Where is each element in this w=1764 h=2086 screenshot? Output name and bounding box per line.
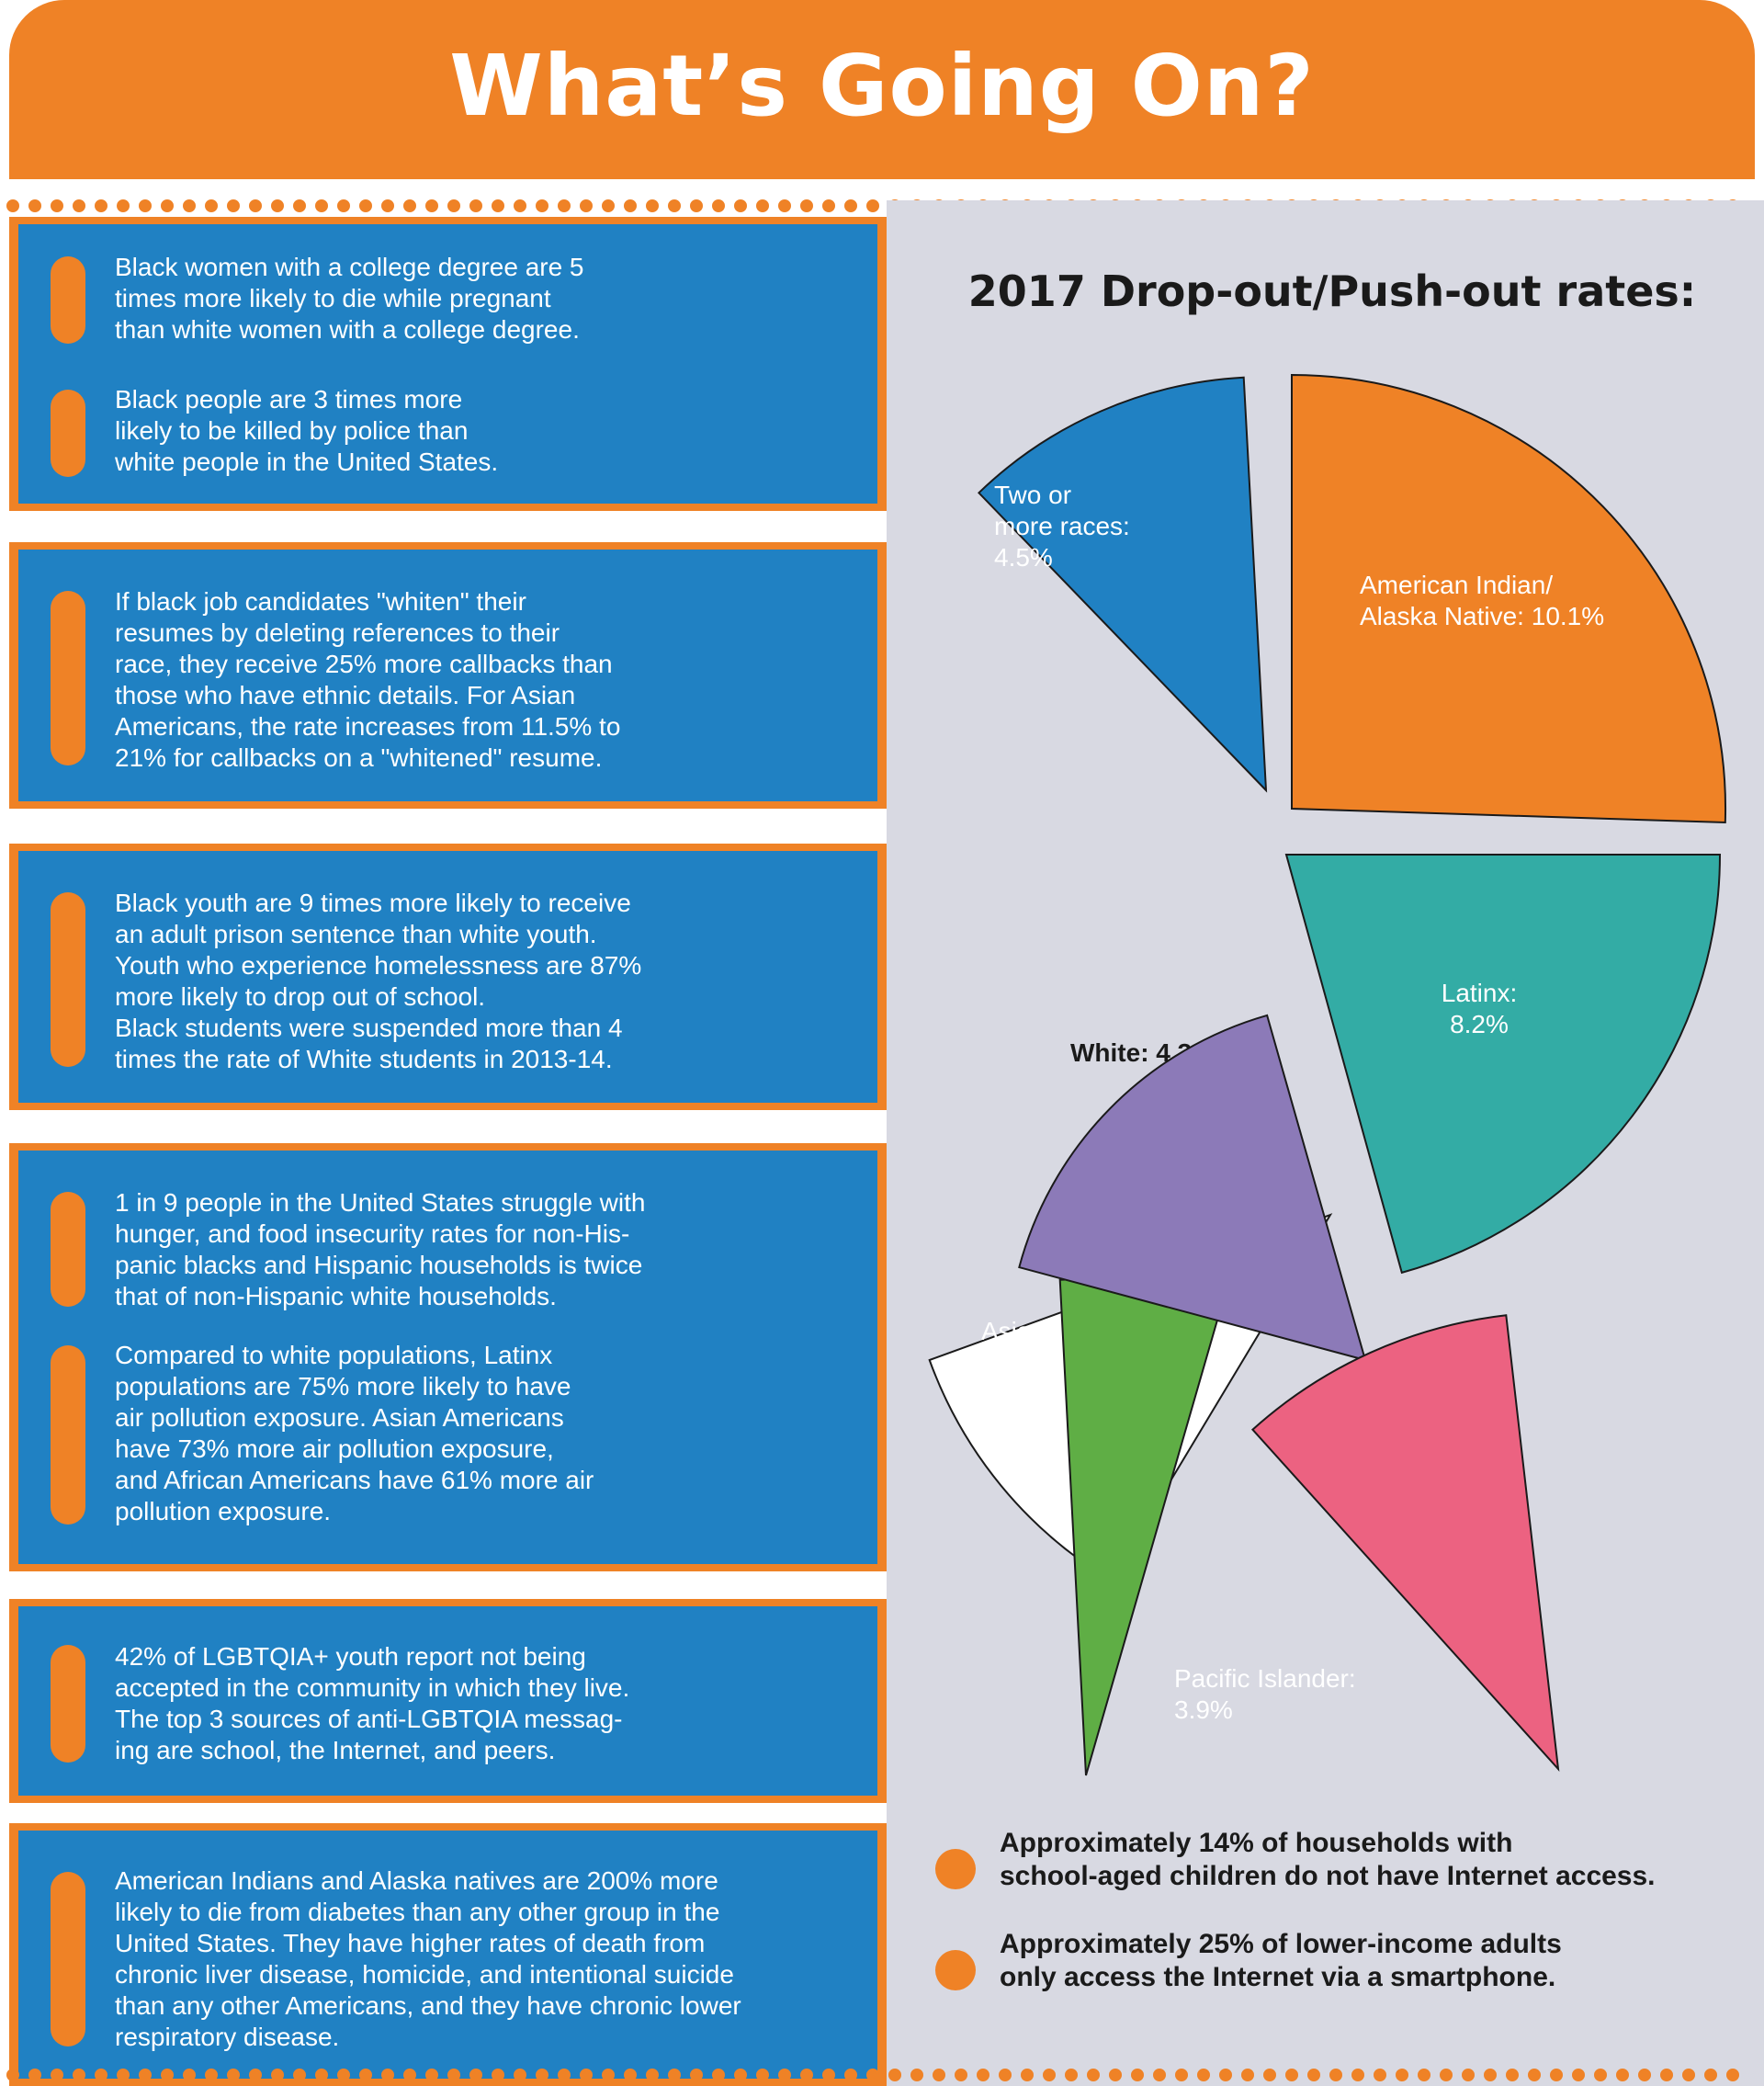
fact-text: Black youth are 9 times more likely to r… — [115, 889, 642, 1073]
fact-card-5: 42% of LGBTQIA+ youth report not being a… — [9, 1599, 887, 1803]
bullet-marker — [51, 256, 85, 344]
header-banner: What’s Going On? — [9, 0, 1755, 179]
bullet-marker — [51, 1872, 85, 2046]
bullet-marker — [51, 591, 85, 765]
note-text: Approximately 25% of lower-income adults… — [1000, 1929, 1562, 1992]
bullet-marker — [51, 1192, 85, 1307]
fact-text: Compared to white populations, Latinx po… — [115, 1341, 594, 1525]
fact-card-2: If black job candidates "whiten" their r… — [9, 542, 887, 809]
pie-slice-black — [1018, 1014, 1367, 1362]
pie-label-latinx: Latinx: 8.2% — [1442, 979, 1518, 1038]
pie-slice-pacific-islander — [1250, 1314, 1560, 1772]
note-bullet — [935, 1849, 976, 1889]
bullet-marker — [51, 1345, 85, 1525]
fact-card-4: 1 in 9 people in the United States strug… — [9, 1143, 887, 1571]
pie-label-american-indian-alaska-native: American Indian/Alaska Native: 10.1% — [1360, 571, 1604, 630]
dotted-divider-bottom — [6, 2069, 1761, 2081]
fact-text: 42% of LGBTQIA+ youth report not being a… — [115, 1642, 630, 1764]
fact-text: Black people are 3 times more likely to … — [115, 385, 499, 476]
fact-card-6: American Indians and Alaska natives are … — [9, 1823, 887, 2086]
page-title: What’s Going On? — [449, 37, 1315, 135]
note-text: Approximately 14% of households with sch… — [1000, 1828, 1656, 1891]
fact-card-3: Black youth are 9 times more likely to r… — [9, 844, 887, 1110]
fact-text: 1 in 9 people in the United States strug… — [115, 1188, 646, 1310]
bullet-marker — [51, 390, 85, 477]
fact-text: Black women with a college degree are 5 … — [115, 253, 584, 344]
pie-label-pacific-islander: Pacific Islander: 3.9% — [1174, 1664, 1356, 1724]
chart-title: 2017 Drop-out/Push-out rates: — [967, 266, 1697, 316]
fact-text: American Indians and Alaska natives are … — [115, 1866, 741, 2051]
pie-slice-american-indian-alaska-native — [1291, 373, 1727, 824]
pie-label-asian: Asian: 2.1% — [981, 1317, 1053, 1377]
note-bullet — [935, 1950, 976, 1990]
pie-label-two-or-more-races: Two or more races: 4.5% — [994, 481, 1130, 572]
pie-slice-latinx — [1284, 854, 1722, 1275]
fact-card-1: Black women with a college degree are 5 … — [9, 217, 887, 511]
bullet-marker — [51, 1645, 85, 1763]
fact-text: If black job candidates "whiten" their r… — [115, 587, 621, 772]
bullet-marker — [51, 892, 85, 1067]
pie-slice-two-or-more-races — [977, 376, 1268, 793]
